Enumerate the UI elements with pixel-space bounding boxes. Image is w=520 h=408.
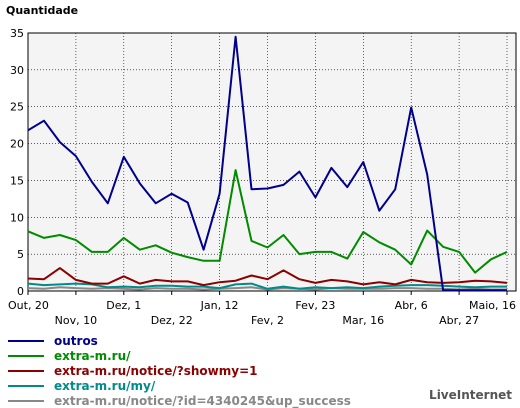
legend-item: extra-m.ru/notice/?showmy=1 [8, 363, 351, 378]
x-tick-label: Dez, 22 [151, 314, 193, 327]
y-tick-label: 35 [10, 27, 24, 40]
x-tick-label: Mar, 16 [342, 314, 384, 327]
legend: outros extra-m.ru/extra-m.ru/notice/?show… [8, 333, 351, 408]
plot-area [27, 32, 517, 292]
y-tick-label: 25 [10, 101, 24, 114]
y-tick-label: 20 [10, 138, 24, 151]
series-line-extra-m-ru- [27, 169, 508, 274]
x-tick-label: Fev, 23 [295, 299, 335, 312]
legend-label: extra-m.ru/notice/?id=4340245&up_success [54, 393, 351, 408]
y-tick-label: 10 [10, 211, 24, 224]
legend-swatch [8, 399, 44, 402]
legend-label: extra-m.ru/notice/?showmy=1 [54, 363, 258, 378]
y-tick-label: 5 [17, 248, 24, 261]
x-tick-label: Maio, 16 [469, 299, 516, 312]
y-axis-label: Quantidade [6, 4, 78, 17]
series-line-outros [27, 35, 507, 292]
legend-item: extra-m.ru/notice/?id=4340245&up_success [8, 393, 351, 408]
legend-item: extra-m.ru/ [8, 348, 351, 363]
x-tick-label: Nov, 10 [55, 314, 97, 327]
x-tick-label: Fev, 2 [251, 314, 284, 327]
legend-label: outros [54, 333, 98, 348]
x-tick-label: Dez, 1 [106, 299, 141, 312]
series-line-extra-m-ru-notice-showmy-1 [27, 267, 508, 287]
legend-label: extra-m.ru/ [54, 348, 131, 363]
legend-swatch [8, 339, 44, 342]
y-tick-label: 30 [10, 64, 24, 77]
y-axis: 0 5 10 15 20 25 30 35 [10, 27, 24, 298]
series-line-extra-m-ru-my- [27, 282, 507, 290]
legend-swatch [8, 354, 44, 357]
legend-label: extra-m.ru/my/ [54, 378, 156, 393]
y-tick-label: 0 [17, 285, 24, 298]
x-tick-label: Jan, 12 [200, 299, 239, 312]
series-lines [27, 35, 508, 292]
y-tick-label: 15 [10, 174, 24, 187]
x-tick-label: Out, 20 [8, 299, 49, 312]
legend-swatch [8, 384, 44, 387]
brand-label: LiveInternet [429, 388, 512, 402]
legend-swatch [8, 369, 44, 372]
legend-item: extra-m.ru/my/ [8, 378, 351, 393]
x-tick-label: Abr, 6 [395, 299, 428, 312]
legend-item: outros [8, 333, 351, 348]
line-chart: Quantidade 0 5 10 15 20 25 30 35 Out, 20 Nov, 10… [6, 4, 517, 327]
x-axis: Out, 20 Nov, 10 Dez, 1 Dez, 22 Jan, 12 Fev, 2… [8, 291, 516, 327]
x-tick-label: Abr, 27 [439, 314, 479, 327]
